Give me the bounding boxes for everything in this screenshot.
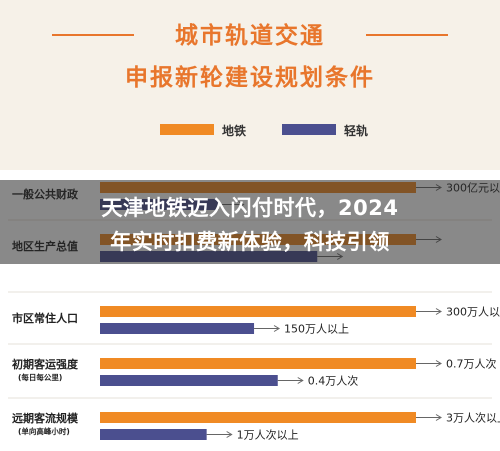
category-sublabel-3: (每日每公里) [18, 373, 63, 382]
title-decoration-left [52, 34, 134, 36]
legend-swatch-light-rail [282, 124, 336, 135]
light_rail-value-label-4: 1万人次以上 [237, 428, 299, 442]
light_rail-arrow-head-3 [297, 377, 304, 384]
news-caption-overlay: 天津地铁迈入闪付时代，2024 年实时扣费新体验，科技引领 [0, 180, 500, 264]
light_rail-bar-4 [100, 429, 207, 440]
category-label-2: 市区常住人口 [12, 312, 78, 325]
metro-arrow-head-4 [435, 414, 442, 421]
category-label-3: 初期客运强度 [12, 358, 78, 371]
category-label-4: 远期客流规模 [12, 412, 78, 425]
light_rail-value-label-2: 150万人以上 [284, 323, 349, 336]
news-caption-line1: 天津地铁迈入闪付时代，2024 [101, 196, 399, 220]
news-caption-line2: 年实时扣费新体验，科技引领 [110, 230, 390, 254]
metro-bar-2 [100, 306, 416, 317]
metro-bar-4 [100, 412, 416, 423]
metro-arrow-head-2 [435, 308, 442, 315]
light_rail-bar-3 [100, 375, 278, 386]
light_rail-arrow-head-4 [226, 431, 233, 438]
light_rail-bar-2 [100, 323, 255, 334]
legend-label-light-rail: 轻轨 [344, 124, 369, 138]
light_rail-value-label-3: 0.4万人次 [308, 374, 359, 388]
light_rail-arrow-head-2 [273, 325, 281, 332]
title-decoration-right [366, 34, 448, 36]
category-sublabel-4: (单向高峰小时) [18, 427, 70, 436]
legend: 地铁 轻轨 [0, 122, 500, 140]
metro-arrow-head-3 [435, 360, 442, 367]
chart-title-line1: 城市轨道交通 [175, 23, 325, 49]
metro-value-label-2: 300万人以上 [446, 306, 500, 319]
metro-value-label-3: 0.7万人次 [446, 357, 497, 371]
metro-bar-3 [100, 358, 416, 369]
legend-swatch-metro [160, 124, 214, 135]
chart-title-line2: 申报新轮建设规划条件 [125, 65, 375, 91]
legend-label-metro: 地铁 [222, 124, 247, 138]
metro-value-label-4: 3万人次以上 [446, 411, 500, 425]
